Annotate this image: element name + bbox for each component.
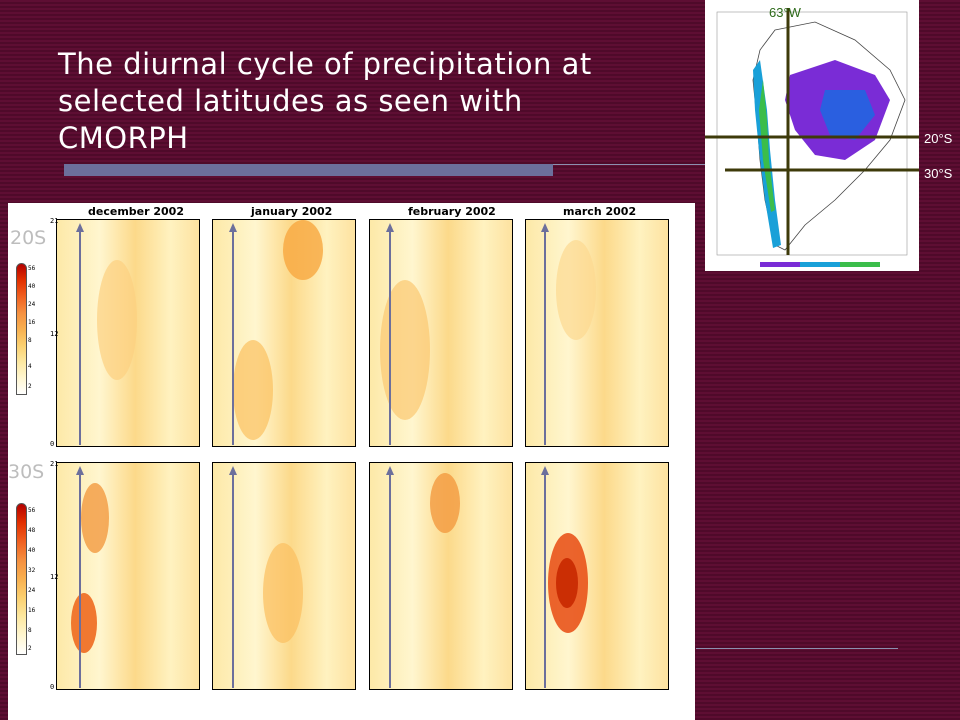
meridian-arrow: [79, 231, 81, 445]
panel-20s-january: [212, 219, 356, 447]
colorbar-tick: 2: [28, 383, 32, 390]
colorbar-tick: 8: [28, 627, 32, 634]
arrow-head: [76, 466, 84, 475]
panel-30s-january: [212, 462, 356, 690]
row-label-20s: 20S: [10, 227, 47, 249]
arrow-head: [229, 223, 237, 232]
colorbar-tick: 16: [28, 607, 36, 614]
colorbar-tick: 56: [28, 265, 36, 272]
arrow-head: [386, 223, 394, 232]
colorbar-tick: 40: [28, 547, 36, 554]
colorbar-tick: 4: [28, 363, 32, 370]
colorbar-tick: 24: [28, 301, 36, 308]
slide-title: The diurnal cycle of precipitation at se…: [58, 47, 592, 155]
hovmoller-figure: 20S 30S 56 40 24 16 8 4 2 56 48 40 32 24…: [8, 203, 695, 720]
meridian-label: 63°W: [769, 5, 801, 20]
arrow-head: [541, 466, 549, 475]
title-rule-line: [553, 164, 705, 165]
y-tick: 12: [50, 573, 59, 581]
y-tick: 21: [50, 460, 59, 468]
panel-20s-march: [525, 219, 669, 447]
meridian-arrow: [232, 474, 234, 688]
map-graphic: [705, 0, 919, 271]
colorbar-20s: [16, 263, 27, 395]
y-tick: 0: [50, 440, 55, 448]
arrow-head: [76, 223, 84, 232]
colorbar-tick: 56: [28, 507, 36, 514]
panel-title-december: december 2002: [88, 205, 184, 218]
colorbar-tick: 48: [28, 527, 36, 534]
arrow-head: [386, 466, 394, 475]
row-label-30s: 30S: [8, 461, 45, 483]
meridian-arrow: [544, 474, 546, 688]
colorbar-30s: [16, 503, 27, 655]
colorbar-tick: 16: [28, 319, 36, 326]
y-tick: 21: [50, 217, 59, 225]
meridian-arrow: [389, 231, 391, 445]
panel-20s-february: [369, 219, 513, 447]
panel-30s-december: [56, 462, 200, 690]
panel-20s-december: [56, 219, 200, 447]
meridian-arrow: [389, 474, 391, 688]
panel-30s-february: [369, 462, 513, 690]
arrow-head: [229, 466, 237, 475]
y-tick: 0: [50, 683, 55, 691]
south-america-elevation-map: [705, 0, 919, 271]
colorbar-tick: 24: [28, 587, 36, 594]
panel-title-february: february 2002: [408, 205, 496, 218]
bottom-rule-line: [696, 648, 898, 649]
panel-30s-march: [525, 462, 669, 690]
colorbar-tick: 32: [28, 567, 36, 574]
panel-title-march: march 2002: [563, 205, 637, 218]
meridian-arrow: [232, 231, 234, 445]
title-underline-bar: [64, 164, 553, 176]
arrow-head: [541, 223, 549, 232]
y-tick: 12: [50, 330, 59, 338]
colorbar-tick: 2: [28, 645, 32, 652]
panel-title-january: january 2002: [251, 205, 333, 218]
meridian-arrow: [79, 474, 81, 688]
colorbar-tick: 8: [28, 337, 32, 344]
meridian-arrow: [544, 231, 546, 445]
lat-label-20s: 20°S: [924, 131, 953, 146]
lat-label-30s: 30°S: [924, 166, 953, 181]
colorbar-tick: 40: [28, 283, 36, 290]
